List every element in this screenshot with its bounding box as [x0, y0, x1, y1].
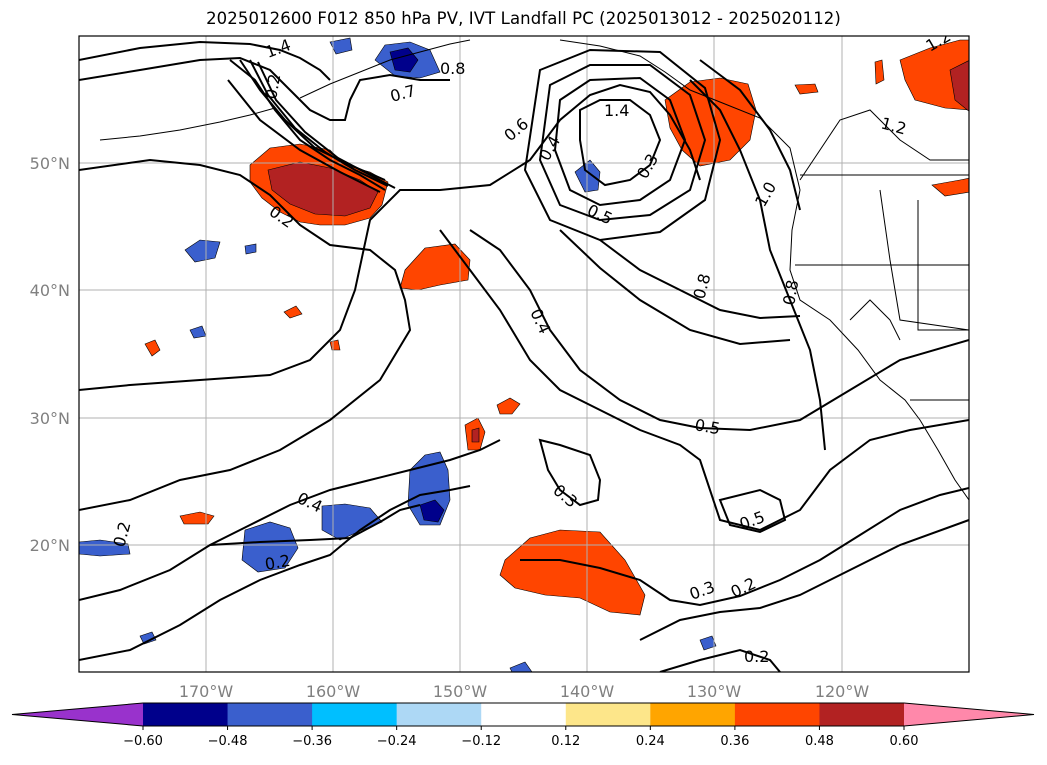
- colorbar-tick-label: −0.36: [292, 734, 332, 749]
- lon-tick-labels: 170°W 160°W 150°W 140°W 130°W 120°W: [179, 682, 870, 701]
- lon-tick: 120°W: [815, 682, 870, 701]
- map-title: 2025012600 F012 850 hPa PV, IVT Landfall…: [206, 9, 841, 28]
- lat-tick-labels: 50°N 40°N 30°N 20°N: [30, 154, 70, 555]
- lat-tick: 20°N: [30, 536, 70, 555]
- coastlines: [99, 39, 969, 501]
- contour-label: 0.8: [440, 59, 465, 78]
- colorbar-tick-label: 0.48: [805, 734, 834, 749]
- contour-label: 0.2: [261, 72, 284, 100]
- colorbar-swatch: [819, 703, 905, 726]
- colorbar-swatch: [565, 703, 651, 726]
- contour-label: 0.2: [744, 647, 769, 666]
- map-frame: [78, 35, 970, 673]
- colorbar-tick-label: −0.60: [123, 734, 163, 749]
- colorbar-swatch: [312, 703, 398, 726]
- colorbar-tick-label: −0.12: [461, 734, 501, 749]
- lat-tick: 40°N: [30, 281, 70, 300]
- colorbar-tick-label: −0.48: [208, 734, 248, 749]
- colorbar-swatch: [481, 703, 567, 726]
- lon-tick: 160°W: [306, 682, 361, 701]
- lat-tick: 50°N: [30, 154, 70, 173]
- lon-tick: 130°W: [687, 682, 742, 701]
- pv-contours: [79, 40, 969, 672]
- colorbar-tick-label: 0.36: [720, 734, 749, 749]
- lon-tick: 150°W: [433, 682, 488, 701]
- colorbar-tick-label: 0.60: [890, 734, 919, 749]
- colorbar-swatch: [143, 703, 229, 726]
- colorbar-tick-label: −0.24: [377, 734, 417, 749]
- contour-label: 0.5: [693, 415, 721, 438]
- contour-label: 0.2: [263, 551, 291, 574]
- colorbar-tick-label: 0.12: [551, 734, 580, 749]
- colorbar-swatch: [396, 703, 482, 726]
- colorbar-extend-low: [12, 703, 143, 726]
- colorbar-swatch: [650, 703, 736, 726]
- lon-tick: 170°W: [179, 682, 234, 701]
- colorbar-swatch: [734, 703, 820, 726]
- contour-label: 0.8: [779, 278, 802, 306]
- lat-tick: 30°N: [30, 409, 70, 428]
- colorbar-extend-high: [904, 703, 1034, 726]
- contour-label: 1.4: [604, 101, 629, 120]
- colorbar-swatch: [227, 703, 313, 726]
- lon-tick: 140°W: [560, 682, 615, 701]
- colorbar: −0.60 −0.48 −0.36 −0.24 −0.12 0.12 0.24 0.36 0.4…: [11, 702, 1035, 749]
- shaded-anomalies: [79, 37, 969, 672]
- colorbar-tick-label: 0.24: [636, 734, 665, 749]
